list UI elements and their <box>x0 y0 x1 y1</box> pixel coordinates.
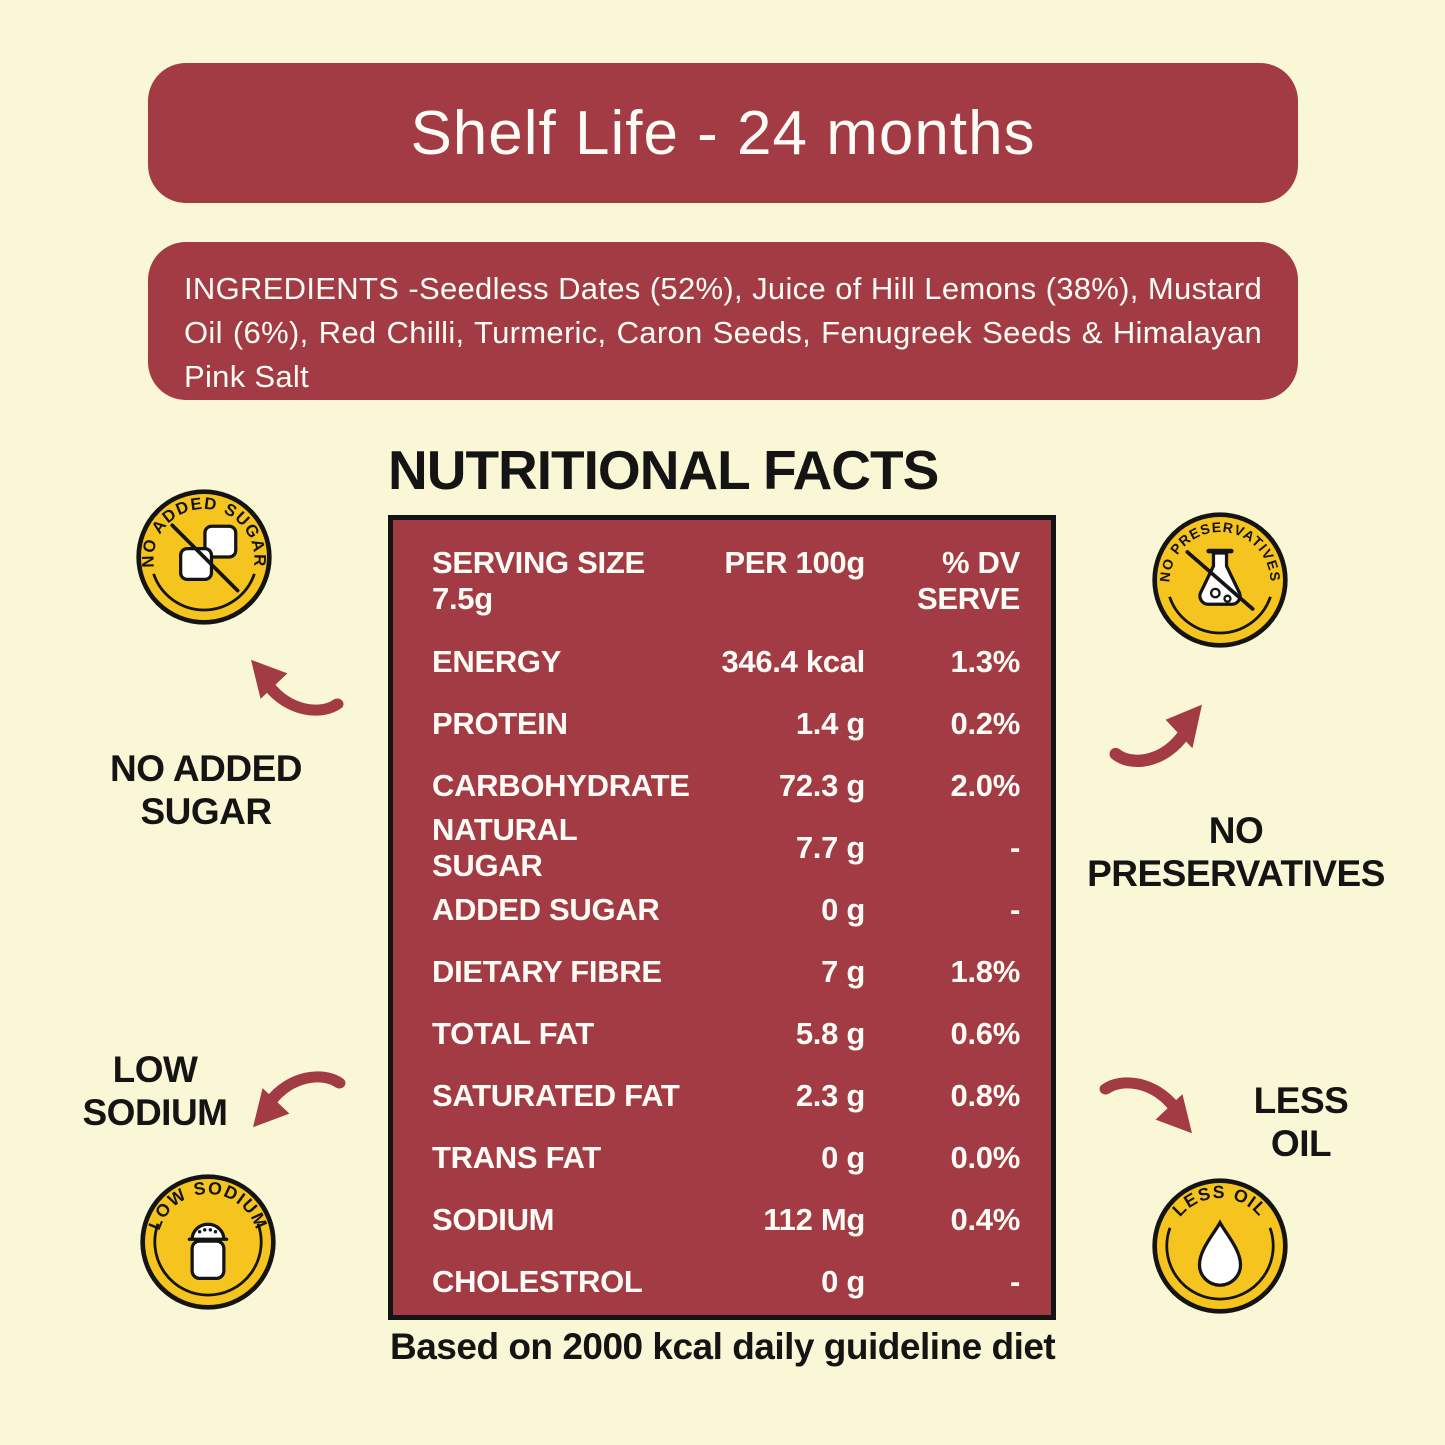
row-value: 7 g <box>821 954 865 989</box>
row-value: 1.4 g <box>795 706 865 741</box>
row-label: CARBOHYDRATE <box>432 768 690 803</box>
row-label: TOTAL FAT <box>432 1016 595 1051</box>
badge-inner-arc <box>1168 596 1272 635</box>
nutrition-table: SERVING SIZE 7.5g PER 100g % DV SERVE EN… <box>388 515 1056 1320</box>
label-line: PRESERVATIVES <box>1087 852 1385 894</box>
header-dv-line2: SERVE <box>916 581 1020 616</box>
label-no-added-sugar: NO ADDED SUGAR <box>110 748 302 833</box>
row-value: 5.8 g <box>795 1016 865 1051</box>
curved-arrow-icon <box>228 636 343 721</box>
table-row: ADDED SUGAR 0 g - <box>393 879 1051 941</box>
less-oil-badge-graphic: LESS OIL <box>1152 1178 1288 1314</box>
row-label: ENERGY <box>432 644 562 679</box>
table-row: TRANS FAT 0 g 0.0% <box>393 1127 1051 1189</box>
row-value: 72.3 g <box>778 768 865 803</box>
label-line: SODIUM <box>82 1091 229 1133</box>
row-value: 7.7 g <box>795 830 865 865</box>
badge-inner-arc <box>153 1223 263 1297</box>
salt-shaker-icon <box>187 1222 229 1281</box>
label-line: LESS <box>1253 1080 1349 1121</box>
table-row: NATURAL SUGAR 7.7 g - <box>393 812 1051 883</box>
badge-inner-arc <box>152 573 256 612</box>
row-value: 112 Mg <box>763 1202 865 1237</box>
row-dv: 0.8% <box>950 1078 1021 1113</box>
badge-no-preservatives: NO PRESERVATIVES <box>1150 510 1290 650</box>
no-slash-icon <box>1185 550 1255 611</box>
table-row: PROTEIN 1.4 g 0.2% <box>393 693 1051 755</box>
arrow-to-low-sodium <box>230 1066 345 1151</box>
row-value: 0 g <box>821 1140 865 1175</box>
label-line: LOW <box>112 1049 198 1090</box>
row-value: 346.4 kcal <box>721 644 865 679</box>
no-added-sugar-badge-graphic: NO ADDED SUGAR <box>136 489 272 625</box>
table-row: DIETARY FIBRE 7 g 1.8% <box>393 941 1051 1003</box>
low-sodium-badge-graphic: LOW SODIUM <box>140 1174 276 1310</box>
row-dv: 0.6% <box>950 1016 1021 1051</box>
row-label: SATURATED FAT <box>432 1078 680 1113</box>
row-dv: 1.8% <box>950 954 1021 989</box>
no-preservatives-badge-graphic: NO PRESERVATIVES <box>1152 512 1288 648</box>
nutrition-table-body: ENERGY 346.4 kcal 1.3% PROTEIN 1.4 g 0.2% CA… <box>393 631 1051 1313</box>
ingredients-text: INGREDIENTS -Seedless Dates (52%), Juice… <box>184 271 1262 395</box>
header-dv-serve: % DV SERVE <box>865 545 1020 617</box>
row-dv: - <box>1009 892 1020 927</box>
label-low-sodium: LOW SODIUM <box>82 1049 229 1134</box>
table-row: TOTAL FAT 5.8 g 0.6% <box>393 1003 1051 1065</box>
header-serving-size: SERVING SIZE 7.5g <box>432 545 645 616</box>
shelf-life-text: Shelf Life - 24 months <box>410 98 1036 168</box>
no-slash-icon <box>170 523 240 593</box>
label-line: NO ADDED <box>110 748 302 789</box>
row-label: NATURAL SUGAR <box>432 812 577 883</box>
badge-inner-arc <box>1165 1227 1275 1301</box>
row-dv: 2.0% <box>950 768 1021 803</box>
arrow-to-no-preservatives <box>1110 678 1225 773</box>
row-value: 2.3 g <box>795 1078 865 1113</box>
row-dv: - <box>1009 1264 1020 1299</box>
badge-less-oil: LESS OIL <box>1150 1176 1290 1316</box>
row-label: DIETARY FIBRE <box>432 954 662 989</box>
row-label: ADDED SUGAR <box>432 892 660 927</box>
table-row: CARBOHYDRATE 72.3 g 2.0% <box>393 755 1051 817</box>
row-label: SODIUM <box>432 1202 555 1237</box>
nutritional-facts-title: NUTRITIONAL FACTS <box>388 439 939 501</box>
label-no-preservatives: NO PRESERVATIVES <box>1087 810 1385 895</box>
shelf-life-banner: Shelf Life - 24 months <box>148 63 1298 203</box>
label-line: NO <box>1208 810 1264 851</box>
row-dv: 0.2% <box>950 706 1021 741</box>
badge-no-added-sugar: NO ADDED SUGAR <box>134 487 274 627</box>
arrow-to-no-added-sugar <box>228 636 343 721</box>
row-dv: 0.4% <box>950 1202 1021 1237</box>
curved-arrow-icon <box>230 1066 345 1151</box>
table-row: SODIUM 112 Mg 0.4% <box>393 1189 1051 1251</box>
table-row: CHOLESTROL 0 g - <box>393 1251 1051 1313</box>
nutrition-table-header: SERVING SIZE 7.5g PER 100g % DV SERVE <box>393 520 1051 617</box>
row-label: PROTEIN <box>432 706 568 741</box>
arrow-to-less-oil <box>1100 1072 1215 1157</box>
row-dv: - <box>1009 830 1020 865</box>
header-dv-line1: % DV <box>941 545 1020 580</box>
curved-arrow-icon <box>1100 1072 1215 1157</box>
table-row: SATURATED FAT 2.3 g 0.8% <box>393 1065 1051 1127</box>
label-less-oil: LESS OIL <box>1254 1080 1349 1165</box>
badge-low-sodium: LOW SODIUM <box>138 1172 278 1312</box>
label-line: OIL <box>1270 1122 1332 1164</box>
row-label: CHOLESTROL <box>432 1264 643 1299</box>
footnote: Based on 2000 kcal daily guideline diet <box>390 1326 1056 1367</box>
row-dv: 1.3% <box>950 644 1021 679</box>
ingredients-box: INGREDIENTS -Seedless Dates (52%), Juice… <box>148 242 1298 400</box>
row-dv: 0.0% <box>950 1140 1021 1175</box>
header-per-100g: PER 100g <box>724 545 865 580</box>
label-line: SUGAR <box>140 790 272 832</box>
row-value: 0 g <box>821 892 865 927</box>
row-label: TRANS FAT <box>432 1140 601 1175</box>
curved-arrow-icon <box>1110 678 1225 773</box>
row-value: 0 g <box>821 1264 865 1299</box>
table-row: ENERGY 346.4 kcal 1.3% <box>393 631 1051 693</box>
oil-drop-icon <box>1197 1219 1243 1287</box>
